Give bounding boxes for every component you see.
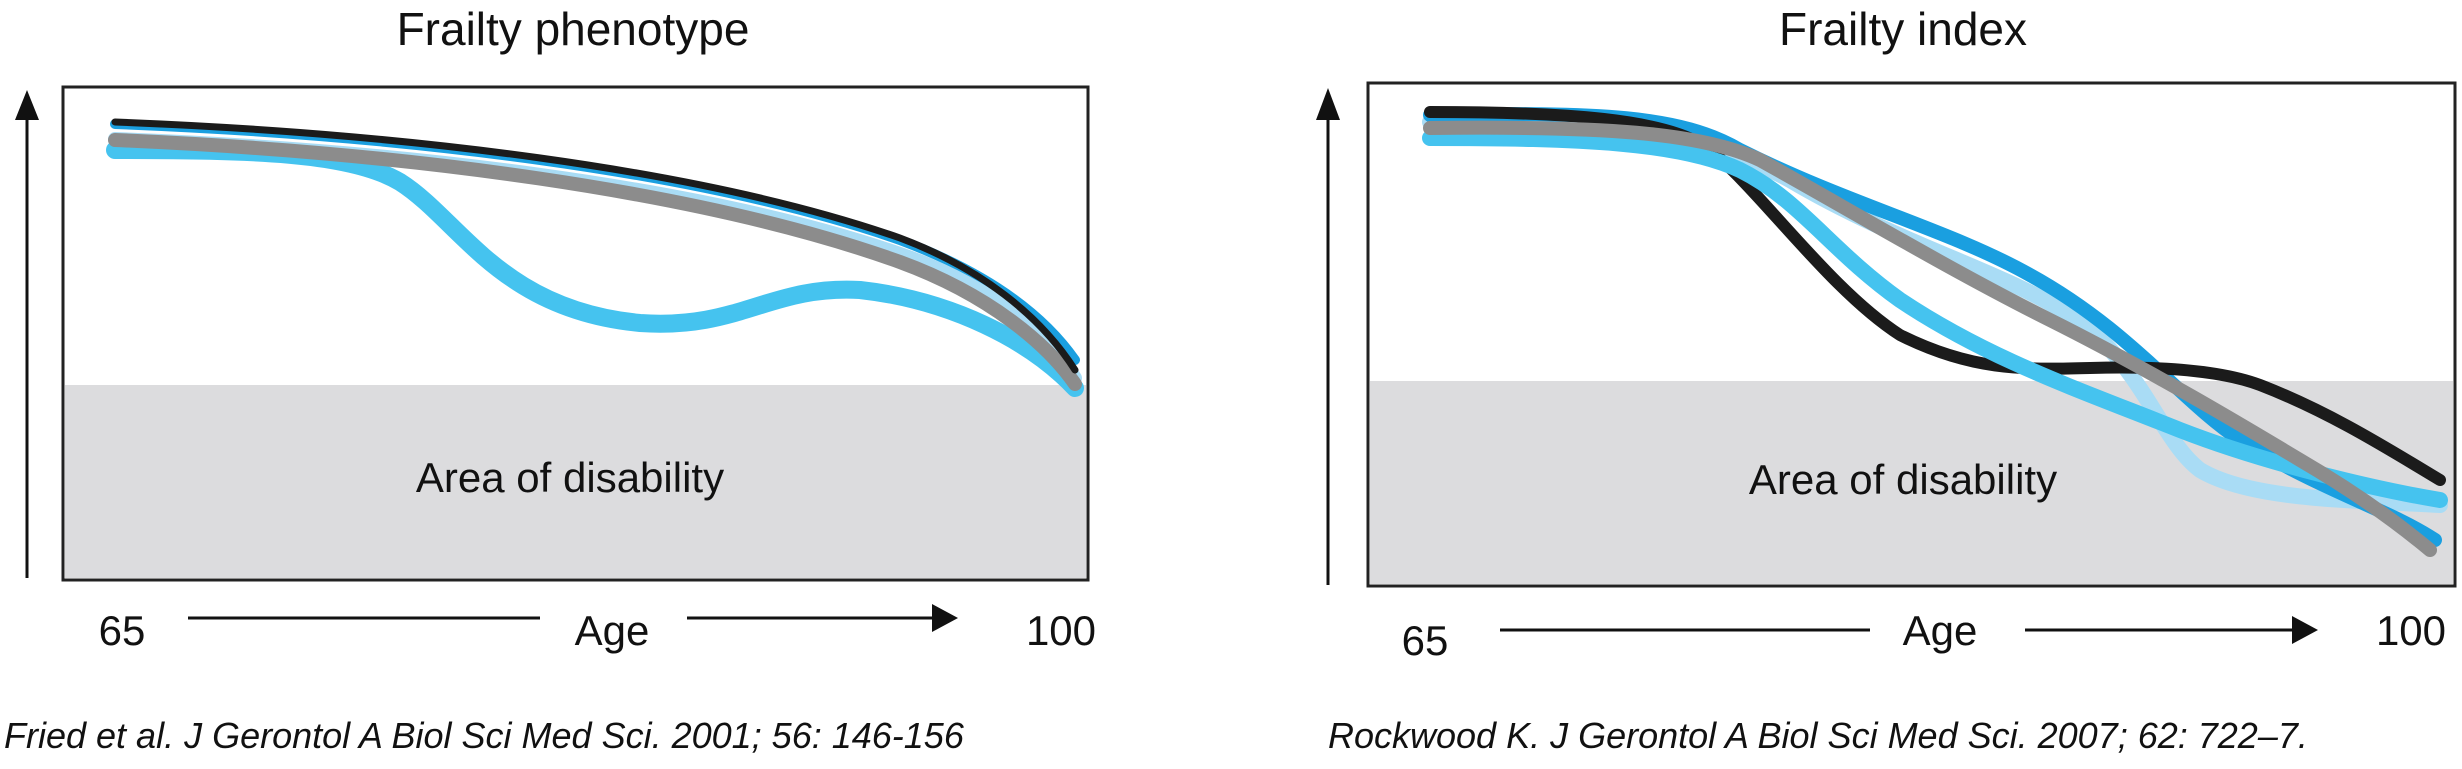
left-curve-black bbox=[111, 118, 1079, 374]
right-curve-gray bbox=[1423, 120, 2437, 557]
left-citation: Fried et al. J Gerontol A Biol Sci Med S… bbox=[4, 715, 965, 756]
left-disability-label: Area of disability bbox=[416, 454, 724, 501]
right-x-start-label: 65 bbox=[1402, 617, 1449, 664]
right-x-end-label: 100 bbox=[2376, 607, 2446, 654]
left-curve-gray bbox=[108, 133, 1082, 391]
right-x-axis-arrowhead bbox=[2292, 616, 2318, 644]
left-disability-area bbox=[65, 385, 1086, 578]
left-x-start-label: 65 bbox=[99, 607, 146, 654]
right-y-axis-arrowhead bbox=[1316, 88, 1340, 120]
right-x-axis-label: Age bbox=[1903, 607, 1978, 654]
right-disability-label: Area of disability bbox=[1749, 456, 2057, 503]
left-panel-title: Frailty phenotype bbox=[397, 3, 750, 55]
left-x-axis-arrowhead bbox=[932, 604, 958, 632]
right-panel: Frailty index Area of disability 65 Age … bbox=[1316, 3, 2457, 756]
left-panel: Frailty phenotype Area of disability 65 … bbox=[4, 3, 1096, 756]
right-citation: Rockwood K. J Gerontol A Biol Sci Med Sc… bbox=[1328, 715, 2308, 756]
left-y-axis-arrowhead bbox=[15, 90, 39, 120]
right-disability-area bbox=[1370, 381, 2453, 584]
right-panel-title: Frailty index bbox=[1779, 3, 2027, 55]
right-curve-cyan bbox=[1422, 130, 2448, 508]
left-x-axis-label: Age bbox=[575, 607, 650, 654]
left-x-end-label: 100 bbox=[1026, 607, 1096, 654]
